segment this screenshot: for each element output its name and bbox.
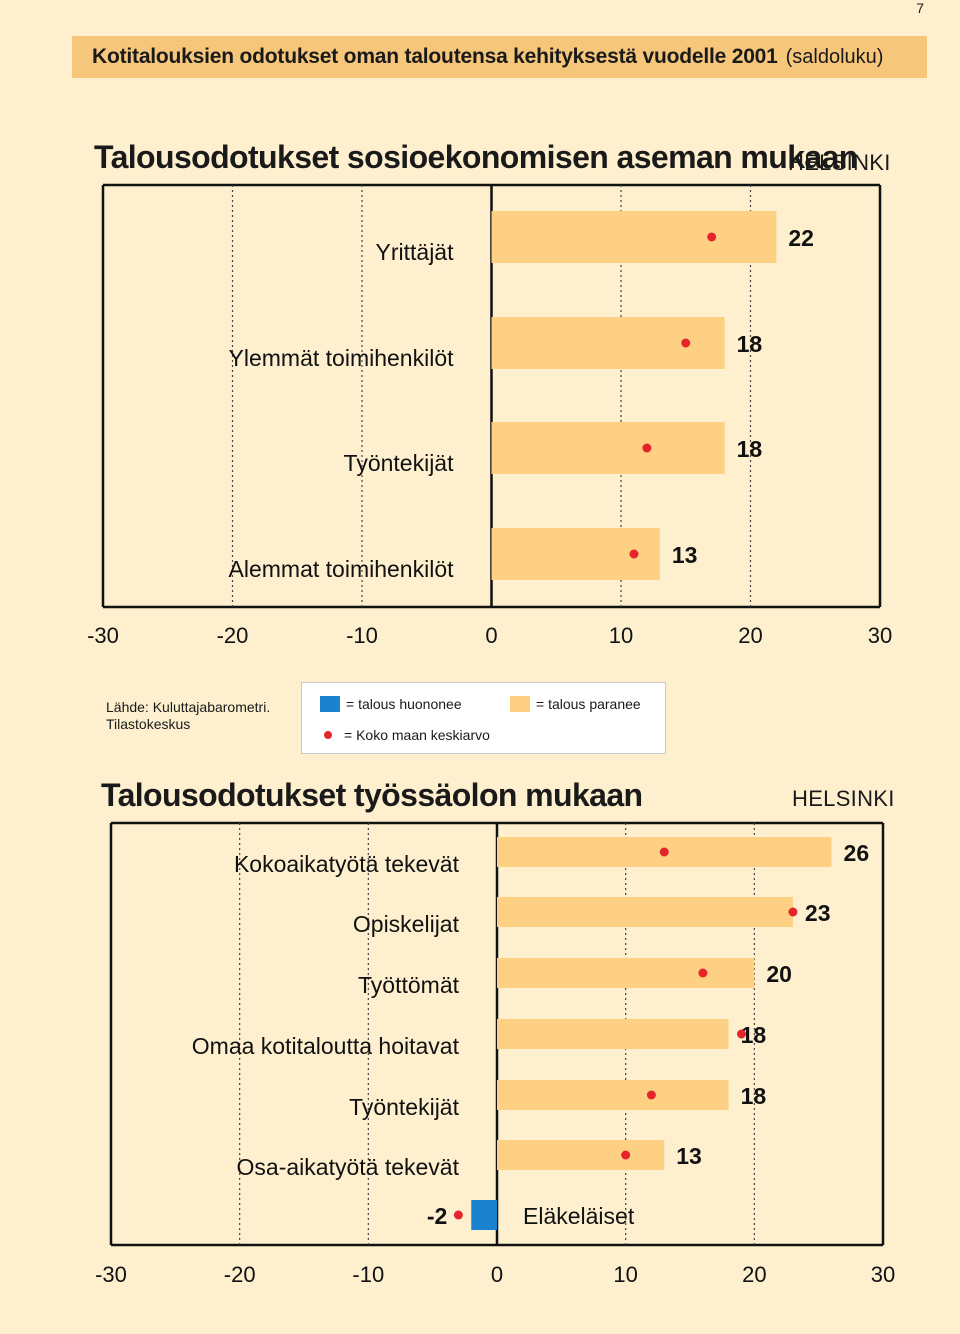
legend-swatch-positive xyxy=(510,696,530,712)
legend-swatch-negative xyxy=(320,696,340,712)
value-label: 18 xyxy=(737,331,763,357)
bar xyxy=(497,1019,729,1049)
value-label: 26 xyxy=(844,840,870,866)
average-marker xyxy=(681,338,691,348)
source-note: Lähde: Kuluttajabarometri. Tilastokeskus xyxy=(106,699,270,733)
banner-unit: (saldoluku) xyxy=(785,45,884,68)
x-tick-label: -20 xyxy=(217,623,249,648)
x-tick-label: -30 xyxy=(87,623,119,648)
legend-label-average: = Koko maan keskiarvo xyxy=(344,727,490,743)
value-label: -2 xyxy=(427,1203,447,1229)
category-label: Työntekijät xyxy=(344,450,455,476)
value-label: 20 xyxy=(766,961,792,987)
average-marker xyxy=(659,847,669,857)
average-marker xyxy=(621,1150,631,1160)
average-marker xyxy=(646,1090,656,1100)
source-line2: Tilastokeskus xyxy=(106,716,191,732)
x-tick-label: 20 xyxy=(738,623,762,648)
x-tick-label: 0 xyxy=(491,1262,503,1287)
value-label: 18 xyxy=(741,1083,767,1109)
bar xyxy=(491,211,777,263)
legend-item-positive: = talous paranee xyxy=(510,696,641,712)
average-marker xyxy=(642,443,652,453)
x-tick-label: 10 xyxy=(613,1262,637,1287)
category-label: Ylemmät toimihenkilöt xyxy=(229,345,455,371)
category-label: Omaa kotitaloutta hoitavat xyxy=(192,1033,460,1059)
banner-title: Kotitalouksien odotukset oman taloutensa… xyxy=(92,45,778,68)
chart2-title: Talousodotukset työssäolon mukaan xyxy=(101,777,643,813)
x-tick-label: 30 xyxy=(871,1262,895,1287)
category-label: Yrittäjät xyxy=(376,239,455,265)
average-marker xyxy=(707,232,717,242)
legend-dot-average xyxy=(324,731,332,739)
page-number: 7 xyxy=(916,0,924,16)
chart2-plot: -30 -20 -10 0 10 20 30 Kokoaikatyötä tekevät 26 O… xyxy=(95,821,895,1287)
value-label: 13 xyxy=(672,542,698,568)
x-tick-label: 20 xyxy=(742,1262,766,1287)
average-marker xyxy=(453,1210,463,1220)
x-tick-label: 0 xyxy=(485,623,497,648)
average-marker xyxy=(736,1029,746,1039)
source-line1: Lähde: Kuluttajabarometri. xyxy=(106,699,271,715)
bar xyxy=(497,958,755,988)
category-label: Opiskelijat xyxy=(353,911,460,937)
chart1-plot: -30 -20 -10 0 10 20 30 Yrittäjät 22 Ylemmät toimi… xyxy=(87,183,892,648)
legend-item-average: = Koko maan keskiarvo xyxy=(320,727,490,743)
category-label: Alemmat toimihenkilöt xyxy=(229,556,455,582)
legend-label-negative: = talous huononee xyxy=(346,696,462,712)
chart1-title: Talousodotukset sosioekonomisen aseman m… xyxy=(94,139,858,175)
x-tick-label: 30 xyxy=(868,623,892,648)
category-label: Työntekijät xyxy=(349,1094,460,1120)
category-label: Osa-aikatyötä tekevät xyxy=(237,1154,460,1180)
category-label: Kokoaikatyötä tekevät xyxy=(234,851,460,877)
x-tick-label: -20 xyxy=(224,1262,256,1287)
bar xyxy=(497,1080,729,1110)
average-marker xyxy=(629,549,639,559)
average-marker xyxy=(788,907,798,917)
legend-label-positive: = talous paranee xyxy=(536,696,641,712)
bar xyxy=(491,422,725,474)
chart1-region: HELSINKI xyxy=(788,150,891,175)
value-label: 23 xyxy=(805,900,831,926)
title-banner: Kotitalouksien odotukset oman taloutensa… xyxy=(72,36,927,78)
x-tick-label: -30 xyxy=(95,1262,127,1287)
x-tick-label: -10 xyxy=(346,623,378,648)
chart2-region: HELSINKI xyxy=(792,786,895,811)
bar xyxy=(497,897,793,927)
x-tick-label: -10 xyxy=(352,1262,384,1287)
bar xyxy=(471,1200,497,1230)
legend-item-negative: = talous huononee xyxy=(320,696,462,712)
average-marker xyxy=(698,968,708,978)
x-tick-label: 10 xyxy=(609,623,633,648)
value-label: 13 xyxy=(676,1143,702,1169)
bar xyxy=(497,1140,665,1170)
legend: = talous huononee = talous paranee = Kok… xyxy=(301,682,666,754)
value-label: 22 xyxy=(788,225,814,251)
value-label: 18 xyxy=(737,436,763,462)
category-label: Työttömät xyxy=(358,972,460,998)
category-label: Eläkeläiset xyxy=(523,1203,635,1229)
